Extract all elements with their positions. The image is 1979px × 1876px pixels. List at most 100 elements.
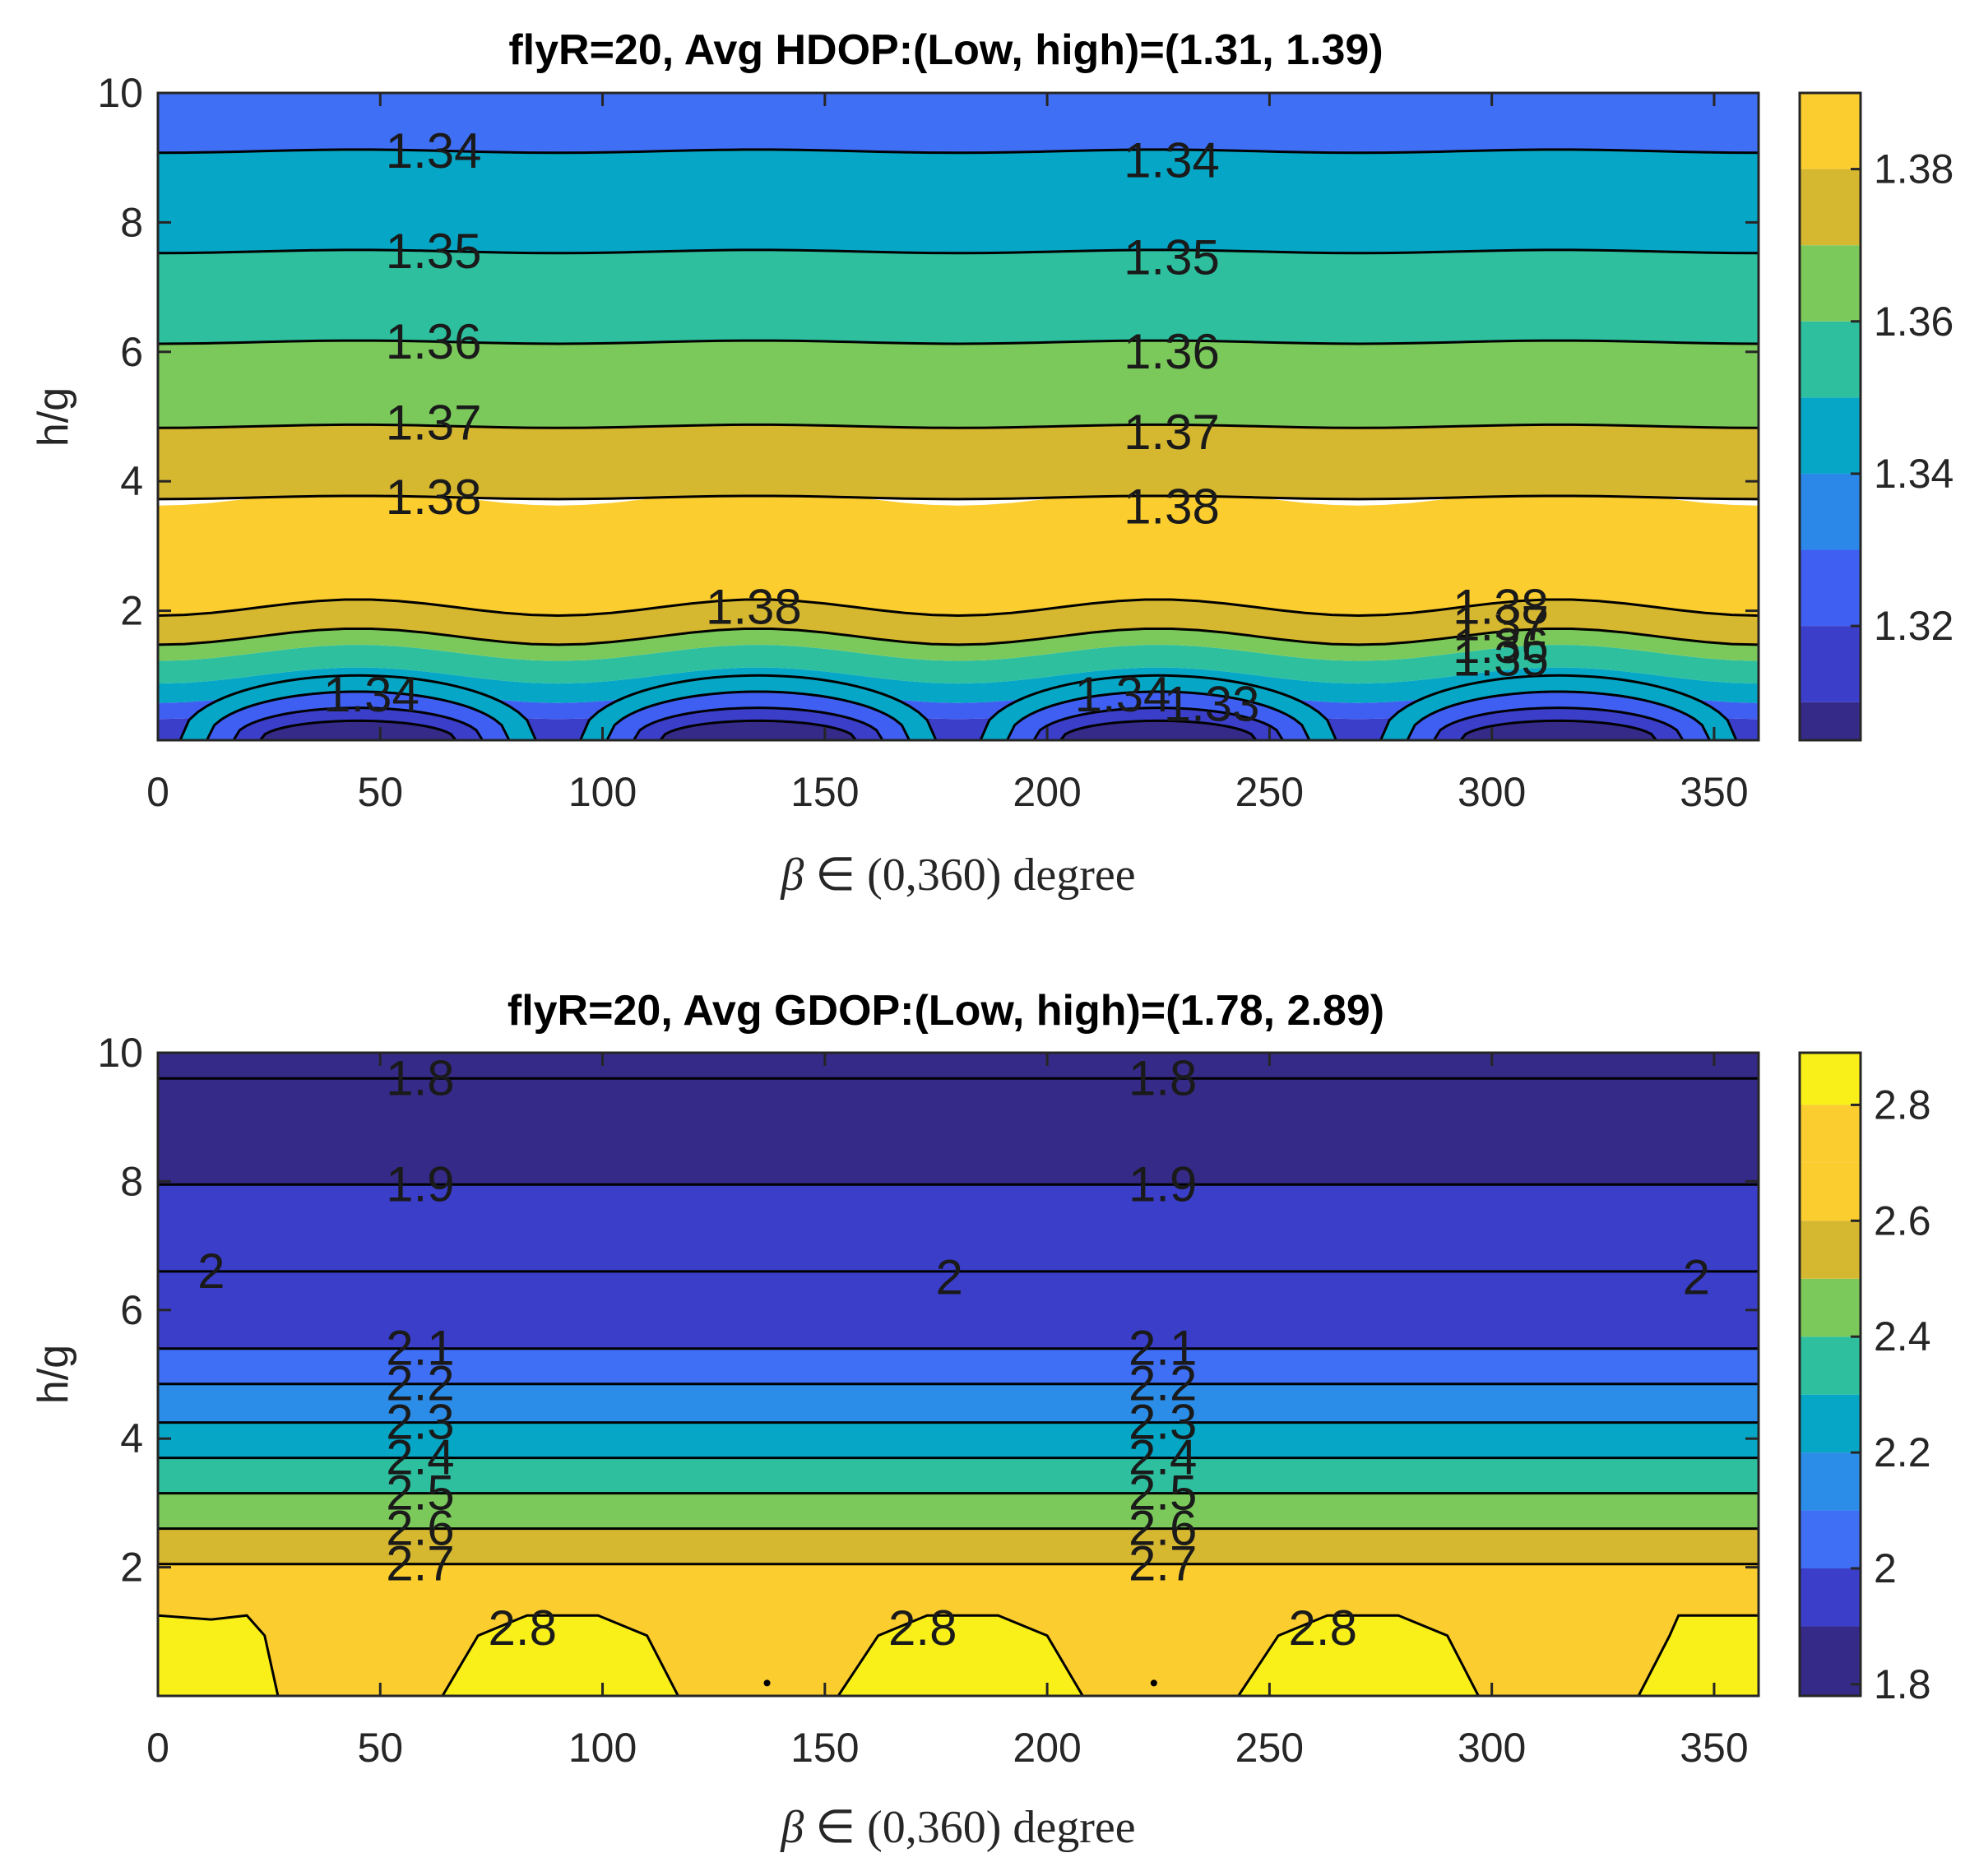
colorbar-segment [1800,1568,1861,1627]
contour-label: 2.8 [489,1600,557,1656]
gdop-colorbar: 1.8 2 2.2 2.4 2.6 2.8 [1798,1051,1931,1707]
contour-band [158,149,1759,253]
y-tick-label: 4 [120,458,143,504]
y-tick-label: 4 [120,1415,143,1461]
hdop-x-label-symbol: β [780,850,804,901]
contour-label: 2.8 [1289,1600,1357,1656]
contour-band [158,1053,1759,1079]
hdop-x-ticks: 0 50 100 150 200 250 300 350 [146,93,1749,815]
contour-line [157,248,1759,255]
contour-label: 1.38 [706,580,802,635]
contour-label: 1.8 [1129,1050,1197,1105]
x-tick-label: 300 [1458,1725,1526,1771]
colorbar-segment [1800,93,1861,169]
colorbar-tick-label: 1.8 [1874,1661,1931,1707]
contour-band [158,1422,1759,1458]
contour-label: 1.37 [1124,405,1220,460]
colorbar-segment [1800,397,1861,474]
contour-dot [1150,1679,1157,1687]
gdop-y-ticks: 2 4 6 8 10 [97,1030,1759,1591]
colorbar-segment [1800,1626,1861,1696]
y-tick-label: 2 [120,1545,143,1591]
contour-band [158,1493,1759,1529]
colorbar-tick-label: 1.32 [1874,603,1954,649]
colorbar-frame [1798,1051,1862,1698]
contour-label: 2.5 [1129,1466,1197,1521]
gdop-panel: flyR=20, Avg GDOP:(Low, high)=(1.78, 2.8… [30,987,1931,1853]
y-tick-label: 10 [97,1030,143,1076]
contour-band [158,1078,1759,1185]
colorbar-segment [1800,1162,1861,1221]
contour-label: 2 [1683,1250,1710,1305]
contour-band [158,702,1759,741]
colorbar-segment [1800,1452,1861,1511]
contour-label: 1.33 [1164,677,1260,732]
gdop-x-label: β ∈ (0,360) degree [780,1802,1135,1853]
contour-dome [1058,719,1259,742]
colorbar-segment [1800,1053,1861,1105]
contour-label: 1.35 [1453,632,1549,687]
contour-band [158,424,1759,499]
colorbar-segment [1800,1278,1861,1337]
contour-label: 1.37 [386,395,482,450]
colorbar-tick-label: 2.6 [1874,1197,1931,1244]
contour-label: 1.36 [1453,618,1549,674]
colorbar-tick-label: 2.2 [1874,1429,1931,1475]
colorbar-frame [1798,91,1862,742]
contour-label: 1.35 [1124,230,1220,285]
x-tick-label: 200 [1013,1725,1081,1771]
contour-band [158,1383,1759,1423]
contour-label: 1.38 [386,470,482,525]
colorbar-segment [1800,1510,1861,1569]
contour-band [158,687,1759,720]
x-tick-label: 350 [1680,769,1748,815]
contour-band [158,645,1759,684]
contour-line [157,494,1759,501]
contour-line [157,339,1759,345]
contour-dome [1458,719,1659,742]
hdop-x-label: β ∈ (0,360) degree [780,850,1135,901]
contour-line [157,423,1759,429]
contour-label: 1.34 [1124,133,1220,188]
contour-band [158,340,1759,428]
hdop-title: flyR=20, Avg HDOP:(Low, high)=(1.31, 1.3… [508,26,1383,74]
x-tick-label: 200 [1013,769,1081,815]
colorbar-segment [1800,169,1861,246]
hdop-x-label-rest: ∈ (0,360) degree [804,850,1135,901]
x-tick-label: 0 [146,1725,169,1771]
gdop-x-ticks: 0 50 100 150 200 250 300 350 [146,1053,1749,1771]
contour-label: 2.3 [386,1395,454,1450]
contour-band [158,1348,1759,1384]
colorbar-segment [1800,549,1861,627]
y-tick-label: 2 [120,588,143,634]
contour-label: 1.37 [1453,595,1549,651]
contour-label: 1.36 [386,314,482,369]
colorbar-segment [1800,1336,1861,1395]
x-tick-label: 150 [790,1725,859,1771]
x-tick-label: 150 [790,769,859,815]
colorbar-tick-label: 1.36 [1874,299,1954,345]
contour-dome [257,719,459,742]
colorbar-segment [1800,473,1861,550]
hdop-axes-frame [156,91,1760,742]
contour-label: 1.36 [1124,324,1220,379]
contour-band [158,1528,1759,1564]
contour-label: 1.9 [386,1156,454,1211]
contour-line [157,627,1759,646]
x-tick-label: 50 [357,1725,403,1771]
colorbar-tick-label: 2.8 [1874,1082,1931,1128]
contour-label: 2.1 [1129,1321,1197,1376]
contour-label: 2.2 [1129,1356,1197,1411]
colorbar-segment [1800,321,1861,398]
hdop-y-ticks: 2 4 6 8 10 [97,70,1759,634]
y-tick-label: 8 [120,1158,143,1204]
x-tick-label: 100 [568,1725,637,1771]
contour-line [157,148,1759,155]
contour-band [158,489,1759,616]
hdop-plot-area: 1.34 1.341.35 1.351.36 1.361.37 1.371.38 1.38… [157,93,1759,742]
colorbar-segment [1800,245,1861,322]
y-tick-label: 8 [120,199,143,245]
contour-label: 2.6 [386,1501,454,1556]
hdop-panel: flyR=20, Avg HDOP:(Low, high)=(1.31, 1.3… [30,26,1954,901]
